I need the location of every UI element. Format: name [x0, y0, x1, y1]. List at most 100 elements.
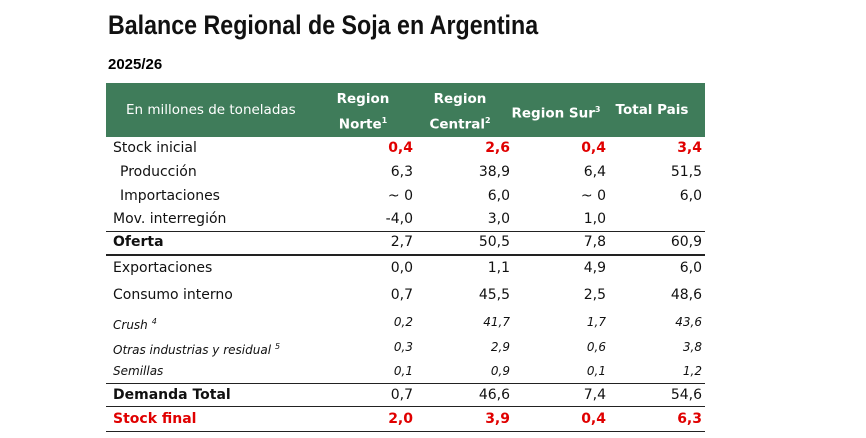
row-label-text: Demanda Total	[113, 387, 231, 403]
row-label: Stock final	[113, 409, 196, 429]
column-header-text: Region	[336, 91, 390, 107]
row-label-text: Crush	[113, 318, 148, 332]
row-label: Mov. interregión	[113, 209, 226, 229]
row-label: Exportaciones	[113, 258, 212, 278]
cell-value: 7,4	[583, 387, 606, 403]
header-label: En millones de toneladas	[126, 102, 296, 118]
column-header-text: Region	[433, 91, 487, 107]
column-header-text: Central	[429, 116, 485, 133]
row-label: Oferta	[113, 232, 164, 252]
cell-value: 41,7	[483, 315, 510, 329]
row-label-text: Producción	[120, 164, 197, 180]
rule	[106, 254, 705, 256]
cell-value: 0,9	[490, 364, 510, 378]
cell-value: 0,7	[390, 387, 413, 403]
cell-value: 48,6	[670, 287, 702, 303]
row-label-text: Mov. interregión	[113, 211, 227, 227]
cell-value: 3,0	[487, 211, 510, 227]
cell-value: 3,4	[677, 140, 702, 156]
cell-value: 6,0	[679, 188, 702, 204]
cell-value: 0,6	[586, 340, 606, 354]
cell-value: 4,9	[583, 260, 606, 276]
row-label: Demanda Total	[113, 385, 231, 405]
column-header-line: Region	[313, 88, 413, 110]
table-header	[106, 83, 705, 137]
cell-value: 0,7	[390, 287, 413, 303]
cell-value: 6,3	[677, 411, 702, 427]
rule	[106, 383, 705, 384]
cell-value: 54,6	[670, 387, 702, 403]
cell-value: ~ 0	[387, 188, 413, 204]
cell-value: 0,4	[581, 140, 606, 156]
cell-value: 1,0	[583, 211, 606, 227]
cell-value: 6,4	[583, 164, 606, 180]
cell-value: 60,9	[670, 234, 702, 250]
column-header-text: Total Pais	[615, 102, 689, 118]
cell-value: ~ 0	[580, 188, 606, 204]
cell-value: 45,5	[478, 287, 510, 303]
column-header-line: Total Pais	[602, 99, 702, 121]
row-label-text: Exportaciones	[113, 260, 213, 276]
cell-value: 0,4	[581, 411, 606, 427]
row-label-text: Stock inicial	[113, 140, 197, 156]
column-header: Region Sur3	[506, 99, 606, 125]
cell-value: 6,0	[487, 188, 510, 204]
cell-value: 2,6	[485, 140, 510, 156]
cell-value: -4,0	[385, 211, 413, 227]
row-label-text: Importaciones	[120, 188, 220, 204]
subtitle: 2025/26	[108, 56, 163, 73]
cell-value: 38,9	[478, 164, 510, 180]
column-header-line: Region Sur3	[506, 99, 606, 125]
row-label-text: Consumo interno	[113, 287, 233, 303]
row-label: Stock inicial	[113, 138, 197, 158]
cell-value: 2,0	[388, 411, 413, 427]
cell-value: 43,6	[675, 315, 702, 329]
row-label: Semillas	[113, 361, 163, 381]
footnote-ref: 5	[275, 342, 281, 351]
cell-value: 51,5	[670, 164, 702, 180]
cell-value: 6,0	[679, 260, 702, 276]
cell-value: 7,8	[583, 234, 606, 250]
cell-value: 2,9	[490, 340, 510, 354]
cell-value: 0,3	[393, 340, 413, 354]
column-header: Region Norte1	[313, 88, 413, 136]
column-header-line: Central2	[410, 110, 510, 136]
row-label: Consumo interno	[113, 285, 233, 305]
cell-value: 46,6	[478, 387, 510, 403]
rule	[106, 231, 705, 232]
row-label: Otras industrias y residual 5	[113, 337, 280, 360]
cell-value: 2,7	[390, 234, 413, 250]
cell-value: 2,5	[583, 287, 606, 303]
column-header-text: Norte	[338, 116, 382, 133]
title: Balance Regional de Soja en Argentina	[108, 10, 539, 40]
footnote-ref: 3	[594, 105, 601, 114]
row-label-text: Oferta	[113, 234, 164, 250]
footnote-ref: 4	[151, 317, 157, 326]
footnote-ref: 2	[484, 116, 491, 125]
cell-value: 0,1	[586, 364, 606, 378]
rule	[106, 431, 705, 432]
cell-value: 0,4	[388, 140, 413, 156]
row-label-text: Otras industrias y residual	[113, 343, 272, 357]
row-label: Importaciones	[120, 186, 220, 206]
column-header: Total Pais	[602, 99, 702, 121]
row-label-text: Stock final	[113, 411, 197, 427]
cell-value: 0,1	[393, 364, 413, 378]
cell-value: 0,2	[393, 315, 413, 329]
column-header-line: Region	[410, 88, 510, 110]
column-header-line: Norte1	[313, 110, 413, 136]
row-label: Producción	[120, 162, 197, 182]
column-header-text: Region Sur	[511, 105, 595, 122]
row-label-text: Semillas	[113, 364, 164, 378]
cell-value: 0,0	[390, 260, 413, 276]
cell-value: 3,8	[682, 340, 702, 354]
column-header: Region Central2	[410, 88, 510, 136]
footnote-ref: 1	[381, 116, 388, 125]
row-label: Crush 4	[113, 312, 157, 335]
cell-value: 6,3	[390, 164, 413, 180]
cell-value: 1,1	[487, 260, 510, 276]
rule	[106, 406, 705, 407]
cell-value: 1,2	[682, 364, 702, 378]
cell-value: 3,9	[485, 411, 510, 427]
